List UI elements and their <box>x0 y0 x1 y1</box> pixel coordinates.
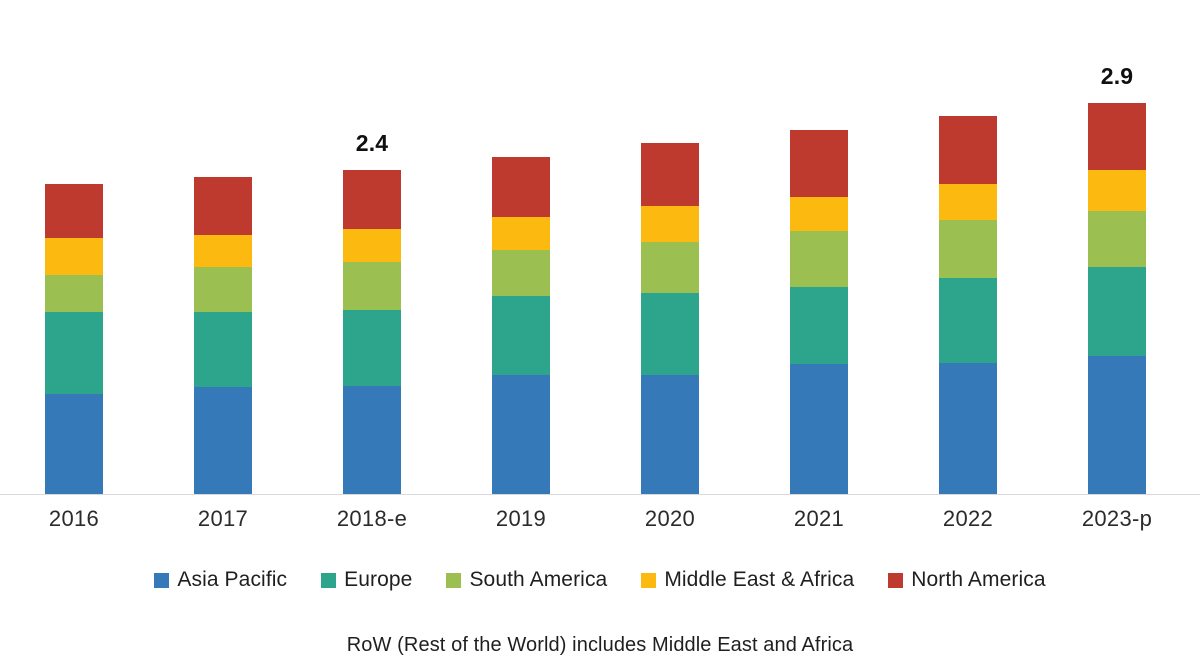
legend-swatch-icon <box>641 572 657 588</box>
x-tick-label: 2016 <box>48 506 100 531</box>
bar-segment[interactable] <box>790 230 848 288</box>
x-tick-label: 2018-e <box>336 506 408 531</box>
bar-segment[interactable] <box>790 287 848 365</box>
bar-segment[interactable] <box>343 170 401 230</box>
x-axis-line <box>0 494 1200 495</box>
bar-segment[interactable] <box>492 375 550 494</box>
bar-segment[interactable] <box>1088 210 1146 268</box>
bar-segment[interactable] <box>45 394 103 494</box>
bar-group[interactable] <box>1088 102 1146 494</box>
legend-item[interactable]: Europe <box>321 568 412 592</box>
bar-segment[interactable] <box>790 364 848 494</box>
bar-segment[interactable] <box>1088 102 1146 171</box>
bar-segment[interactable] <box>194 311 252 388</box>
bar-segment[interactable] <box>939 116 997 184</box>
bar-segment[interactable] <box>1088 356 1146 494</box>
bar-segment[interactable] <box>194 234 252 268</box>
bar-value-label: 2.4 <box>355 130 389 156</box>
legend-swatch-icon <box>888 572 904 588</box>
x-tick-label: 2019 <box>495 506 547 531</box>
legend-label: Middle East & Africa <box>664 568 855 591</box>
bar-group[interactable] <box>194 176 252 494</box>
x-axis-tick-labels: 2016 2017 2018-e 2019 2020 2021 2022 2023-p <box>0 500 1200 544</box>
bar-segment[interactable] <box>492 156 550 218</box>
bar-value-label: 2.9 <box>1100 62 1134 89</box>
bar-group[interactable] <box>343 170 401 494</box>
x-tick-label: 2023-p <box>1081 506 1153 531</box>
legend-swatch-icon <box>446 572 462 588</box>
bar-segment[interactable] <box>641 375 699 494</box>
bar-segment[interactable] <box>641 292 699 376</box>
legend-item[interactable]: Middle East & Africa <box>641 568 854 592</box>
x-tick-label: 2017 <box>197 506 249 531</box>
bar-segment[interactable] <box>1088 170 1146 211</box>
legend-item[interactable]: South America <box>446 568 607 592</box>
legend-swatch-icon <box>321 572 337 588</box>
bar-segment[interactable] <box>45 183 103 238</box>
bar-group[interactable] <box>790 129 848 494</box>
legend-label: Asia Pacific <box>177 568 288 591</box>
bar-group[interactable] <box>641 143 699 494</box>
legend-swatch-icon <box>154 572 170 588</box>
x-tick-label: 2020 <box>644 506 696 531</box>
bar-segment[interactable] <box>45 275 103 312</box>
bar-segment[interactable] <box>641 206 699 242</box>
bar-group[interactable] <box>45 183 103 494</box>
bar-segment[interactable] <box>641 143 699 207</box>
chart-legend: Asia Pacific Europe South America Middle Ea… <box>0 562 1200 598</box>
bar-segment[interactable] <box>939 363 997 494</box>
bar-segment[interactable] <box>492 295 550 376</box>
legend-label: Europe <box>344 568 413 591</box>
bar-segment[interactable] <box>343 386 401 494</box>
bar-segment[interactable] <box>790 197 848 231</box>
bar-segment[interactable] <box>492 217 550 250</box>
legend-label: South America <box>469 568 608 591</box>
bar-segment[interactable] <box>939 219 997 279</box>
bar-group[interactable] <box>492 156 550 494</box>
x-tick-label: 2022 <box>942 506 994 531</box>
legend-item[interactable]: Asia Pacific <box>154 568 287 592</box>
bar-segment[interactable] <box>45 311 103 395</box>
bar-segment[interactable] <box>939 183 997 220</box>
plot-area: 2.4 2.9 <box>45 62 1146 494</box>
bar-segment[interactable] <box>343 229 401 262</box>
legend-item[interactable]: North America <box>888 568 1046 592</box>
legend-label: North America <box>911 568 1046 591</box>
bar-segment[interactable] <box>343 261 401 311</box>
bar-segment[interactable] <box>45 237 103 276</box>
bar-group[interactable] <box>939 116 997 494</box>
x-tick-label: 2021 <box>793 506 845 531</box>
bar-segment[interactable] <box>194 267 252 312</box>
bar-segment[interactable] <box>194 387 252 494</box>
bar-segment[interactable] <box>939 278 997 364</box>
bar-segment[interactable] <box>492 249 550 296</box>
chart-footnote: RoW (Rest of the World) includes Middle … <box>346 634 854 656</box>
bar-segment[interactable] <box>343 310 401 386</box>
bar-segment[interactable] <box>194 176 252 235</box>
bar-segment[interactable] <box>790 129 848 198</box>
bar-segment[interactable] <box>1088 267 1146 357</box>
bar-segment[interactable] <box>641 241 699 293</box>
